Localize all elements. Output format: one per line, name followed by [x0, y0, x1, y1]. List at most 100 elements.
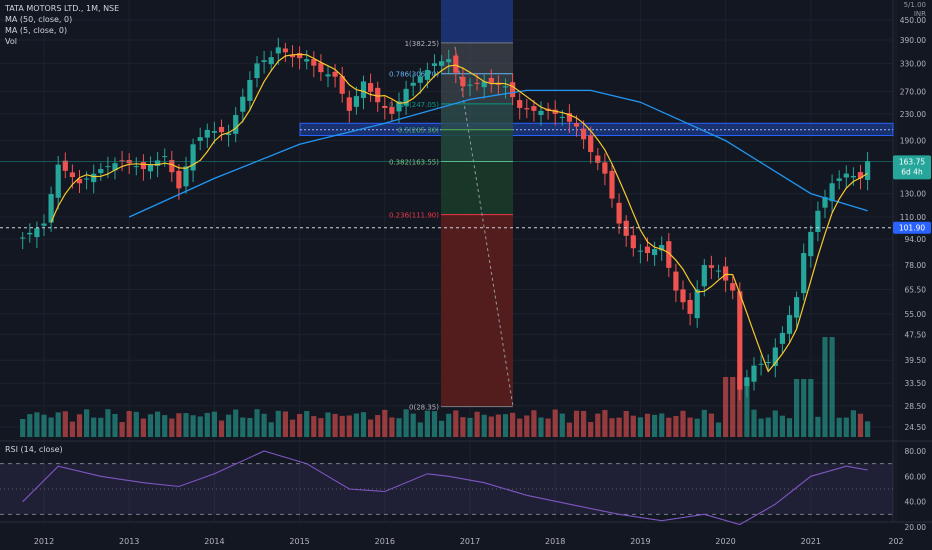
candle-body [517, 100, 523, 108]
candle [403, 80, 409, 115]
candle [836, 170, 842, 190]
volume-bar [680, 410, 686, 437]
legend-vol[interactable]: Vol [5, 37, 17, 46]
fib-band [441, 161, 513, 215]
volume-bar [84, 409, 90, 437]
support-zone [299, 122, 894, 137]
volume-bar [254, 409, 260, 437]
volume-bar [410, 413, 416, 437]
rsi-pane [0, 450, 893, 526]
volume-bar [431, 411, 438, 437]
volume-bar [779, 415, 785, 437]
price-tick-label: 190.00 [900, 137, 926, 146]
volume-bar [155, 411, 161, 437]
last-price-countdown: 6d 4h [901, 167, 923, 176]
rsi-line [22, 450, 868, 526]
candle [730, 276, 736, 300]
volume-bar [836, 417, 842, 437]
candle [325, 65, 331, 88]
candle-body [495, 83, 501, 85]
ma5-line [50, 53, 868, 373]
candle-body [346, 97, 352, 111]
fib-band [441, 129, 513, 162]
volume-bar [417, 422, 423, 437]
candle-body [396, 101, 402, 112]
fib-level-label: 0.618(247.05) [389, 101, 439, 109]
price-tick-label: 450.00 [900, 16, 926, 25]
fib-band [441, 42, 513, 74]
candle-body [609, 170, 615, 199]
candle-body [772, 347, 778, 367]
candle-body [559, 116, 565, 118]
legend-title[interactable]: TATA MOTORS LTD., 1M, NSE [5, 4, 120, 13]
candle-body [538, 110, 544, 116]
scale-label: 5/1.00 [903, 1, 926, 9]
volume-bar [176, 413, 182, 437]
volume-bar [105, 409, 111, 437]
candlesticks [20, 37, 871, 401]
fib-level-label: 0.382(163.55) [389, 159, 439, 167]
candle [715, 264, 722, 279]
fib-band [441, 214, 513, 407]
legend: TATA MOTORS LTD., 1M, NSE MA (50, close,… [5, 3, 119, 47]
volume-bar [34, 412, 40, 437]
currency-label: INR [913, 10, 926, 18]
time-tick-label: 2014 [204, 537, 224, 546]
volume-bar [751, 409, 757, 437]
candle-body [27, 232, 33, 235]
legend-ma50[interactable]: MA (50, close, 0) [5, 15, 73, 24]
volume-bar [552, 409, 558, 437]
candle [446, 49, 452, 74]
candle [694, 280, 700, 328]
rsi-tick-label: 20.00 [905, 523, 927, 532]
candle-body [55, 164, 61, 198]
candle [481, 73, 487, 99]
volume-bar [652, 414, 658, 437]
volume-bar [91, 417, 97, 437]
candle-body [510, 82, 516, 98]
candle [368, 73, 374, 102]
volume-bar [758, 418, 764, 437]
rsi-legend[interactable]: RSI (14, close) [5, 445, 63, 454]
volume-bar [162, 415, 168, 437]
volume-bar [786, 418, 793, 437]
candle [808, 225, 814, 268]
candle-body [34, 228, 40, 238]
candle [55, 155, 61, 210]
price-tick-label: 110.00 [900, 213, 926, 222]
candle [460, 67, 466, 96]
volume-bar [375, 415, 381, 437]
candle [623, 215, 629, 247]
volume-bar [808, 379, 814, 437]
volume-bar [595, 413, 601, 437]
time-tick-label: 2018 [545, 537, 565, 546]
legend-ma5[interactable]: MA (5, close, 0) [5, 26, 68, 35]
candle [531, 100, 537, 122]
candle [304, 50, 310, 70]
volume-bar [723, 377, 729, 437]
candle-body [183, 166, 189, 187]
time-tick-label: 2019 [630, 537, 650, 546]
volume-bar [559, 413, 565, 437]
candle-body [602, 162, 608, 174]
currency-info: 5/1.00 INR [904, 1, 926, 19]
candle [275, 37, 281, 65]
candle-body [311, 58, 317, 66]
candle-body [233, 115, 239, 134]
candle [652, 241, 658, 267]
candle-body [325, 74, 331, 77]
fib-level-label: 0(28.35) [409, 404, 439, 412]
candle [190, 138, 196, 183]
volume-bar [360, 412, 367, 437]
candle [204, 123, 210, 148]
candle-body [382, 105, 388, 109]
volume-bar [169, 418, 175, 437]
candle [616, 193, 622, 234]
volume-bar [850, 410, 856, 437]
volume-bar [311, 416, 317, 437]
candle [708, 255, 714, 280]
candle [282, 42, 288, 62]
candle-body [375, 87, 381, 103]
candle-body [616, 202, 622, 224]
